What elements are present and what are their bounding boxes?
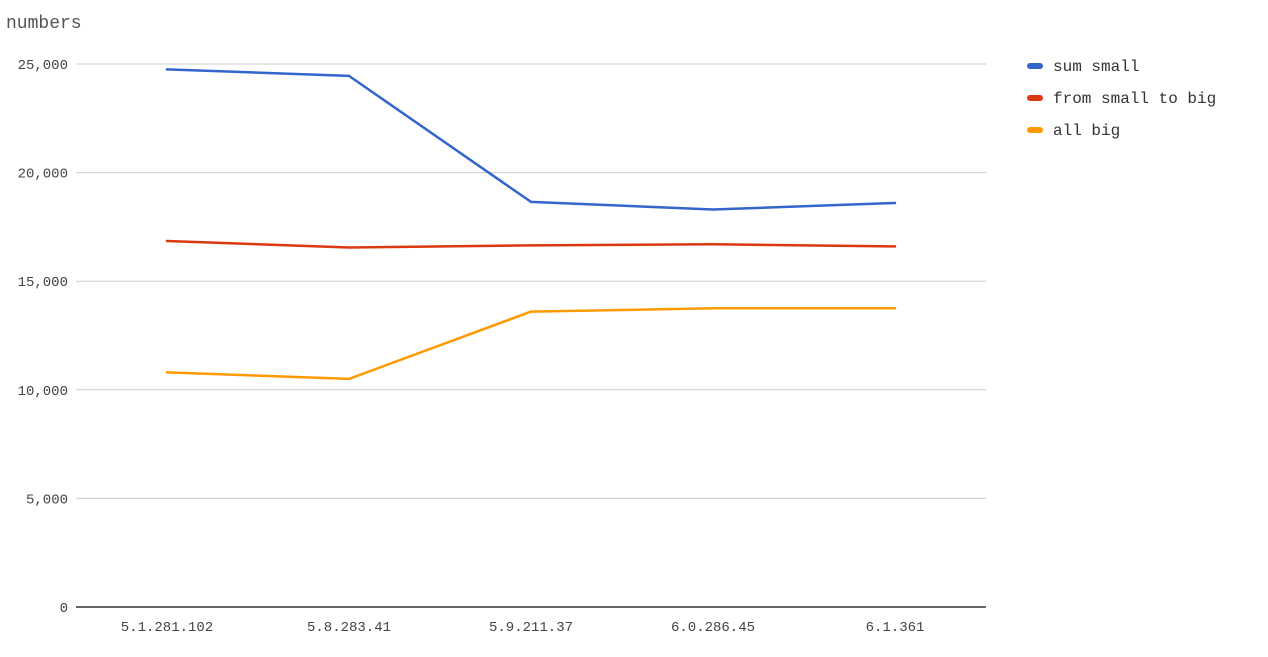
- series-line: [165, 68, 897, 211]
- legend-item: sum small: [1027, 58, 1139, 76]
- series-line: [165, 307, 897, 381]
- x-tick-label: 6.0.286.45: [671, 620, 755, 636]
- data-point: [529, 310, 533, 313]
- y-tick-label: 0: [60, 601, 68, 617]
- legend-swatch: [1027, 63, 1043, 69]
- series-lines: [165, 68, 897, 381]
- data-point: [893, 245, 897, 248]
- legend-label: sum small: [1053, 58, 1139, 76]
- x-tick-label: 5.8.283.41: [307, 620, 391, 636]
- data-point: [347, 74, 351, 78]
- legend-item: all big: [1027, 122, 1120, 140]
- data-point: [711, 243, 715, 246]
- legend-label: from small to big: [1053, 90, 1216, 108]
- data-point: [347, 377, 351, 381]
- data-point: [165, 68, 169, 71]
- x-axis-ticks: 5.1.281.102 5.8.283.41 5.9.211.37 6.0.286.4…: [121, 620, 925, 636]
- grid-lines: [76, 63, 986, 608]
- y-tick-label: 25,000: [18, 58, 68, 74]
- legend-swatch: [1027, 95, 1043, 101]
- data-point: [165, 371, 169, 374]
- x-tick-label: 5.9.211.37: [489, 620, 573, 636]
- data-point: [893, 307, 897, 310]
- y-tick-label: 10,000: [18, 384, 68, 400]
- legend-label: all big: [1053, 122, 1120, 140]
- data-point: [711, 307, 715, 310]
- y-tick-label: 5,000: [26, 492, 68, 508]
- data-point: [893, 201, 897, 205]
- y-axis-ticks: 0 5,000 10,000 15,000 20,000 25,000: [18, 58, 68, 617]
- x-tick-label: 6.1.361: [866, 620, 925, 636]
- y-tick-label: 20,000: [18, 167, 68, 183]
- legend-item: from small to big: [1027, 90, 1216, 108]
- legend: sum small from small to big all big: [1027, 58, 1216, 140]
- y-tick-label: 15,000: [18, 275, 68, 291]
- data-point: [529, 200, 533, 204]
- data-point: [347, 246, 351, 249]
- data-point: [529, 244, 533, 247]
- x-tick-label: 5.1.281.102: [121, 620, 213, 636]
- data-point: [165, 239, 169, 243]
- legend-swatch: [1027, 127, 1043, 133]
- data-point: [711, 208, 715, 211]
- y-axis-title: numbers: [6, 14, 82, 34]
